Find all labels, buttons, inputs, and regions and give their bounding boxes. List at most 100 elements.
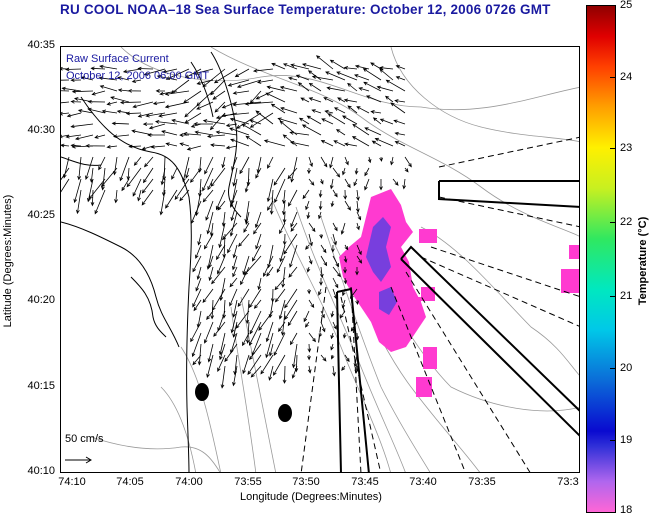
current-vector <box>266 85 286 92</box>
current-vector <box>362 68 382 81</box>
current-vector <box>165 189 178 209</box>
current-vector <box>276 255 286 274</box>
current-vector <box>65 134 82 139</box>
current-vector <box>274 288 286 303</box>
current-vector <box>245 321 250 344</box>
current-vector <box>225 123 238 128</box>
current-vector <box>343 266 347 274</box>
current-vector <box>308 332 316 343</box>
current-vector <box>122 68 142 74</box>
current-vector <box>196 310 202 329</box>
current-vector <box>306 115 322 125</box>
current-vector <box>347 82 358 92</box>
current-vector <box>290 222 298 232</box>
current-vector <box>152 101 166 106</box>
current-vector <box>353 354 358 368</box>
current-vector <box>85 143 106 148</box>
current-vector <box>77 156 82 181</box>
current-vector <box>257 277 262 291</box>
current-vector <box>119 156 130 182</box>
current-vectors <box>61 55 412 389</box>
current-vector <box>126 167 131 181</box>
current-vector <box>273 332 286 357</box>
current-vector <box>277 117 298 125</box>
current-vector <box>332 167 341 178</box>
current-vector <box>88 178 106 200</box>
current-vector <box>379 66 394 70</box>
current-vector <box>280 107 298 114</box>
current-vector <box>229 127 250 136</box>
map-plot-area[interactable]: Raw Surface Current October 12, 2006 06:… <box>60 46 580 473</box>
current-vector <box>196 101 214 110</box>
current-vector <box>131 79 142 83</box>
current-vector <box>326 86 346 92</box>
current-vector <box>141 189 154 206</box>
current-vector <box>208 266 214 282</box>
current-vector <box>192 255 202 273</box>
current-vector <box>280 310 286 336</box>
current-vector <box>143 156 154 168</box>
current-vector <box>217 200 226 211</box>
current-vector <box>305 200 310 211</box>
current-vector <box>137 66 154 71</box>
current-vector <box>70 123 94 129</box>
current-vector <box>327 113 346 125</box>
current-vector <box>229 211 238 237</box>
current-vector <box>202 167 214 192</box>
current-vector <box>367 156 372 164</box>
current-vector <box>117 88 130 93</box>
current-vector <box>232 167 238 187</box>
current-vector <box>160 167 166 186</box>
current-vector <box>230 138 250 147</box>
current-vector <box>253 222 262 235</box>
current-vector <box>230 310 238 334</box>
current-vector <box>282 211 287 224</box>
current-vector <box>227 233 238 254</box>
current-vector <box>232 321 238 338</box>
current-vector <box>265 321 274 343</box>
y-tick: 40:35 <box>27 39 55 51</box>
current-vector <box>289 244 298 268</box>
current-vector <box>197 233 202 246</box>
current-vector <box>245 211 250 226</box>
current-vector <box>371 140 382 147</box>
current-vector <box>117 76 130 81</box>
current-vector <box>193 68 214 75</box>
current-vector <box>354 167 359 175</box>
current-vector <box>64 67 82 72</box>
current-vector <box>305 244 310 250</box>
current-vector <box>171 118 190 125</box>
current-vector <box>395 65 406 70</box>
current-vector <box>282 233 287 246</box>
current-vector <box>379 118 394 125</box>
current-vector <box>319 233 323 239</box>
current-vector <box>206 211 214 235</box>
current-vector <box>306 211 311 220</box>
current-vector <box>211 266 226 285</box>
current-vector <box>203 321 214 344</box>
current-vector <box>301 124 322 136</box>
current-vector <box>351 136 370 147</box>
current-vector <box>307 354 311 361</box>
mooring-markers <box>195 383 292 422</box>
current-vector <box>298 117 310 125</box>
x-tick: 73:50 <box>292 476 320 488</box>
current-vector <box>248 288 262 309</box>
current-vector <box>231 156 238 171</box>
current-vector <box>125 111 142 116</box>
current-vector <box>288 266 298 278</box>
current-vector <box>61 90 70 92</box>
current-vector <box>379 156 383 162</box>
current-vector <box>127 88 142 93</box>
current-vector <box>142 167 154 184</box>
current-vector <box>344 156 349 166</box>
current-vector <box>190 200 202 225</box>
x-axis-label: Longitude (Degrees:Minutes) <box>240 491 382 503</box>
current-vector <box>155 89 166 93</box>
current-vector <box>355 299 360 305</box>
x-tick: 73:3 <box>557 476 579 488</box>
current-vector <box>268 343 274 357</box>
colorbar-tick: 19 <box>620 434 633 446</box>
current-vector <box>335 129 346 136</box>
current-vector <box>320 244 327 254</box>
